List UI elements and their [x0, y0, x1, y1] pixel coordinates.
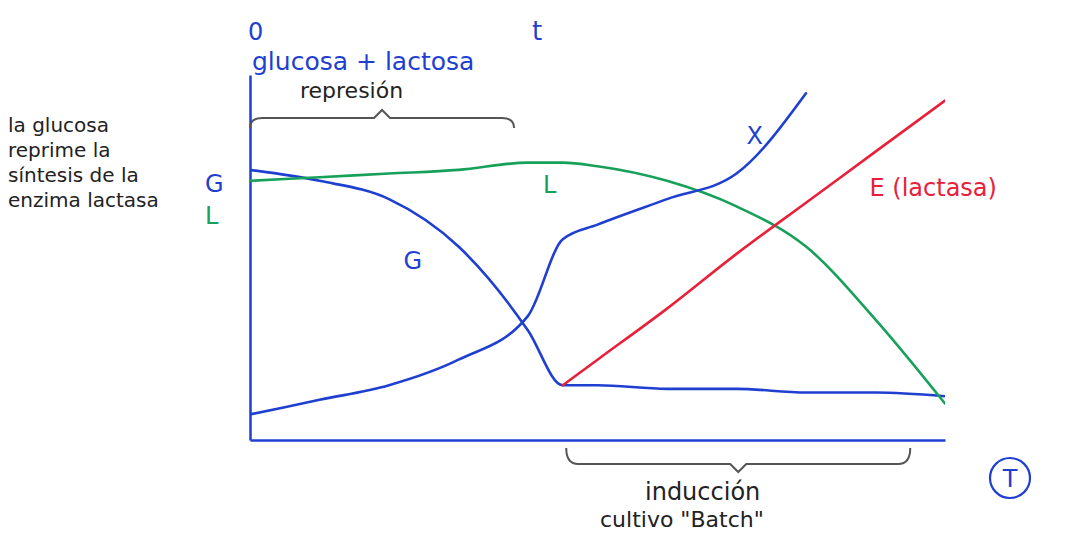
y-axis — [250, 76, 251, 441]
axis-label-circle — [990, 458, 1030, 498]
note-line: síntesis de la — [8, 163, 139, 187]
x-axis — [251, 440, 946, 441]
series-start-label: G — [205, 170, 224, 198]
annotation: inducción — [645, 478, 760, 506]
texts: GLXE (lactasa)GL0tglucosa + lactosarepre… — [8, 16, 1018, 532]
note-line: reprime la — [8, 138, 111, 162]
note: la glucosareprime lasíntesis de laenzima… — [8, 113, 159, 212]
chart: GLXE (lactasa)GL0tglucosa + lactosarepre… — [0, 0, 1070, 539]
series-label: L — [543, 171, 557, 199]
note-line: la glucosa — [8, 113, 109, 137]
bracket — [250, 110, 514, 128]
series-label: E (lactasa) — [870, 174, 997, 202]
series-label: G — [404, 247, 423, 275]
annotation: t — [532, 16, 542, 46]
series-start-label: L — [205, 202, 219, 230]
series-line — [250, 170, 945, 396]
x-axis-title: T — [1002, 465, 1018, 493]
axis-line — [251, 439, 946, 442]
note-line: enzima lactasa — [8, 188, 159, 212]
annotation: represión — [300, 78, 403, 103]
series-label: X — [747, 122, 763, 150]
annotation: 0 — [248, 18, 263, 46]
bracket — [566, 448, 910, 472]
axis-line — [249, 76, 252, 441]
plot-area — [250, 93, 945, 414]
series-line — [250, 163, 945, 404]
series-line — [563, 101, 945, 386]
series-line — [250, 93, 806, 414]
annotation: glucosa + lactosa — [252, 47, 474, 76]
annotation: cultivo "Batch" — [600, 507, 764, 532]
